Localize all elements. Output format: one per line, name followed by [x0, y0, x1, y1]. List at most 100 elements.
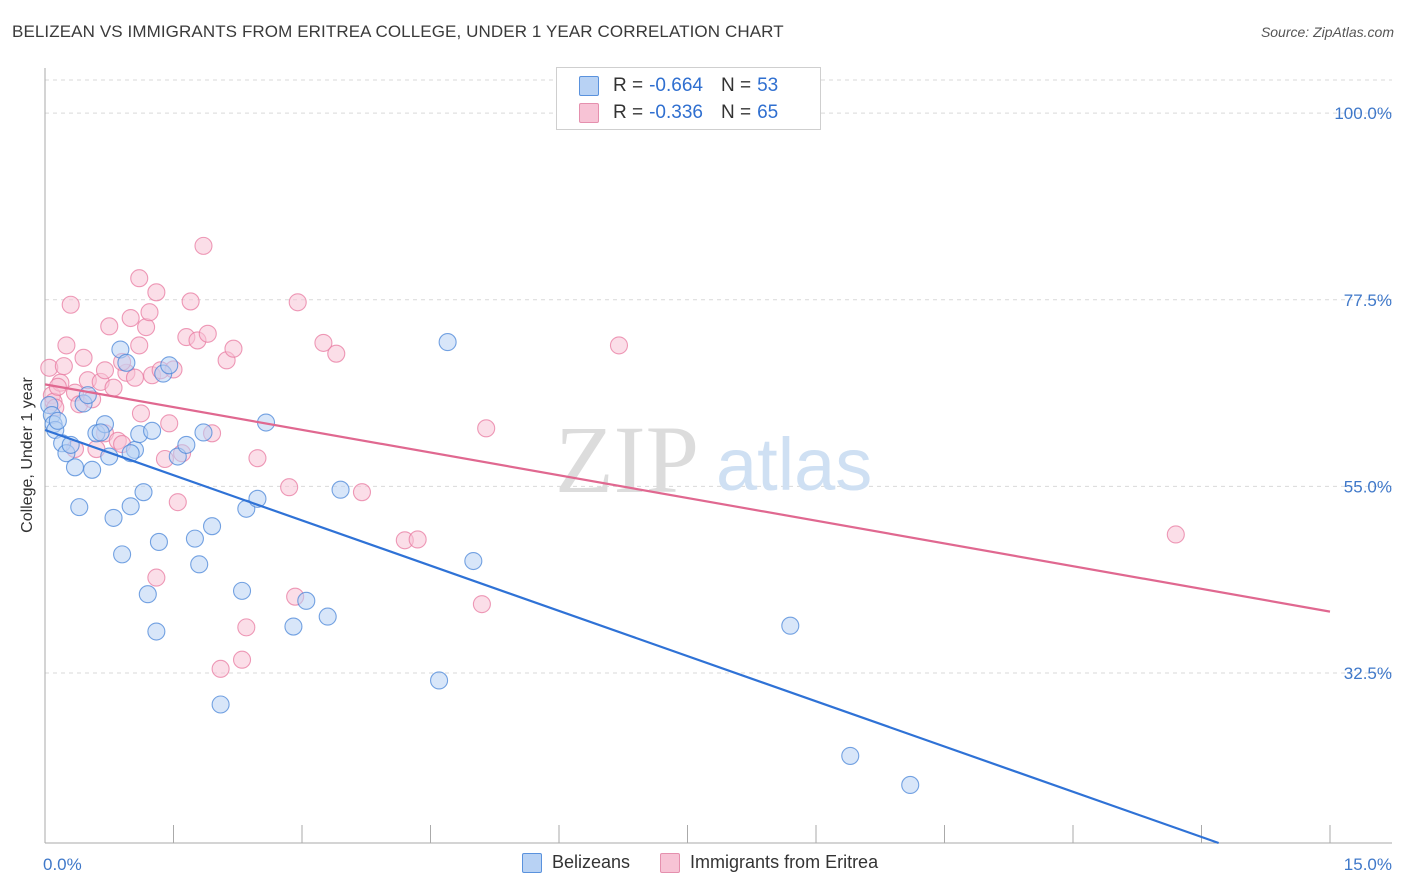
belizean-point: [318, 607, 337, 626]
y-tick-label: 77.5%: [1344, 291, 1392, 310]
eritrea-point: [609, 336, 629, 355]
chart-title: BELIZEAN VS IMMIGRANTS FROM ERITREA COLL…: [12, 22, 784, 41]
eritrea-point: [224, 339, 243, 358]
legend-n-value: 65: [757, 102, 779, 123]
belizean-point: [194, 423, 213, 442]
belizean-point: [149, 532, 168, 551]
legend-r-label: R =: [613, 102, 644, 123]
belizean-point: [113, 545, 132, 564]
belizean-point: [211, 695, 230, 714]
legend-r-label: R =: [613, 75, 644, 96]
belizean-point: [203, 517, 222, 536]
eritrea-point: [121, 308, 140, 328]
belizean-point: [297, 591, 316, 610]
belizean-point: [331, 480, 350, 499]
eritrea-point: [160, 414, 179, 433]
belizean-point: [138, 585, 157, 604]
eritrea-point: [288, 293, 307, 312]
belizean-point: [781, 616, 800, 635]
legend-row-belizeans: R = -0.664 N = 53: [579, 74, 778, 98]
eritrea-swatch-icon: [579, 103, 599, 123]
tick-labels: 32.5% 55.0% 77.5% 100.0% 0.0% 15.0%: [43, 104, 1392, 874]
belizean-point: [430, 671, 449, 690]
eritrea-point: [74, 348, 93, 367]
belizeans-swatch-icon: [522, 852, 542, 873]
belizean-point: [232, 581, 252, 600]
eritrea-point: [232, 650, 252, 669]
belizean-point: [841, 746, 860, 765]
eritrea-point: [237, 618, 256, 637]
series-legend-label: Belizeans: [552, 852, 631, 872]
source-credit: Source: ZipAtlas.com: [1260, 24, 1394, 40]
watermark: ZIP atlas: [555, 406, 872, 513]
eritrea-point: [130, 336, 149, 355]
belizean-point: [438, 333, 457, 352]
legend-r-value: -0.336: [649, 102, 703, 123]
trend-lines: [44, 383, 1331, 845]
belizean-point: [104, 508, 123, 527]
eritrea-point: [61, 295, 80, 314]
eritrea-point: [140, 303, 159, 322]
eritrea-point: [280, 478, 299, 497]
eritrea-point: [168, 493, 187, 512]
belizean-point: [65, 458, 85, 477]
eritrea-point: [408, 530, 427, 549]
legend-n-value: 53: [757, 75, 779, 96]
series-legend: Belizeans Immigrants from Eritrea: [522, 852, 908, 873]
belizean-trend-line: [44, 428, 1219, 845]
eritrea-point: [95, 361, 115, 380]
eritrea-point: [130, 269, 149, 288]
eritrea-swatch-icon: [660, 852, 681, 873]
x-tick-label: 15.0%: [1344, 855, 1392, 874]
eritrea-point: [314, 333, 333, 352]
belizean-point: [464, 551, 483, 571]
belizean-point: [284, 617, 303, 636]
eritrea-point: [54, 357, 73, 376]
eritrea-trend-line: [44, 383, 1331, 613]
eritrea-point: [100, 317, 119, 336]
belizean-point: [147, 622, 166, 641]
eritrea-point: [198, 324, 217, 343]
eritrea-point: [147, 568, 166, 587]
correlation-legend: R = -0.664 N = 53 R = -0.336 N = 65: [556, 67, 821, 130]
eritrea-point: [125, 368, 144, 387]
eritrea-point: [137, 318, 156, 337]
belizean-point: [901, 775, 920, 794]
belizean-point: [143, 421, 162, 440]
belizean-point: [160, 356, 179, 375]
belizean-point: [48, 411, 67, 430]
belizean-point: [78, 386, 97, 405]
belizean-point: [177, 435, 196, 454]
belizeans-swatch-icon: [579, 76, 599, 96]
eritrea-point: [147, 283, 166, 302]
eritrea-point: [1166, 525, 1185, 544]
eritrea-point: [104, 378, 123, 397]
belizean-point: [117, 353, 136, 372]
belizean-point: [134, 483, 153, 502]
eritrea-point: [131, 404, 150, 423]
eritrea-point: [327, 344, 346, 363]
belizean-point: [83, 460, 102, 479]
data-points: [40, 236, 1185, 794]
series-legend-label: Immigrants from Eritrea: [690, 852, 879, 872]
watermark-atlas: atlas: [716, 423, 872, 506]
legend-n-label: N =: [720, 75, 752, 96]
belizean-point: [185, 529, 204, 548]
eritrea-point: [352, 483, 372, 502]
axes: [44, 68, 1392, 844]
belizean-point: [121, 444, 140, 463]
eritrea-point: [472, 595, 491, 614]
belizean-point: [190, 555, 209, 574]
y-tick-label: 100.0%: [1334, 104, 1392, 123]
belizean-point: [70, 498, 89, 517]
series-legend-belizeans: Belizeans: [522, 852, 630, 873]
belizean-point: [91, 423, 110, 442]
legend-row-eritrea: R = -0.336 N = 65: [579, 101, 778, 125]
legend-r-value: -0.664: [649, 75, 703, 96]
y-tick-label: 55.0%: [1344, 477, 1392, 496]
y-tick-label: 32.5%: [1344, 664, 1392, 683]
eritrea-point: [248, 449, 267, 468]
eritrea-point: [211, 659, 230, 678]
eritrea-point: [181, 292, 200, 311]
